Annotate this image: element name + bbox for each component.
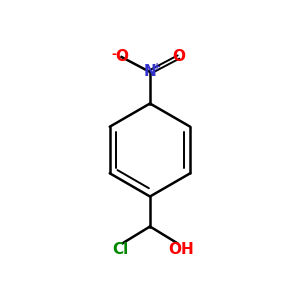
- Text: N: N: [144, 64, 156, 80]
- Text: Cl: Cl: [112, 242, 128, 257]
- Text: O: O: [172, 50, 185, 64]
- Text: +: +: [152, 62, 161, 72]
- Text: OH: OH: [169, 242, 194, 257]
- Text: O: O: [115, 50, 128, 64]
- Text: -: -: [111, 48, 117, 61]
